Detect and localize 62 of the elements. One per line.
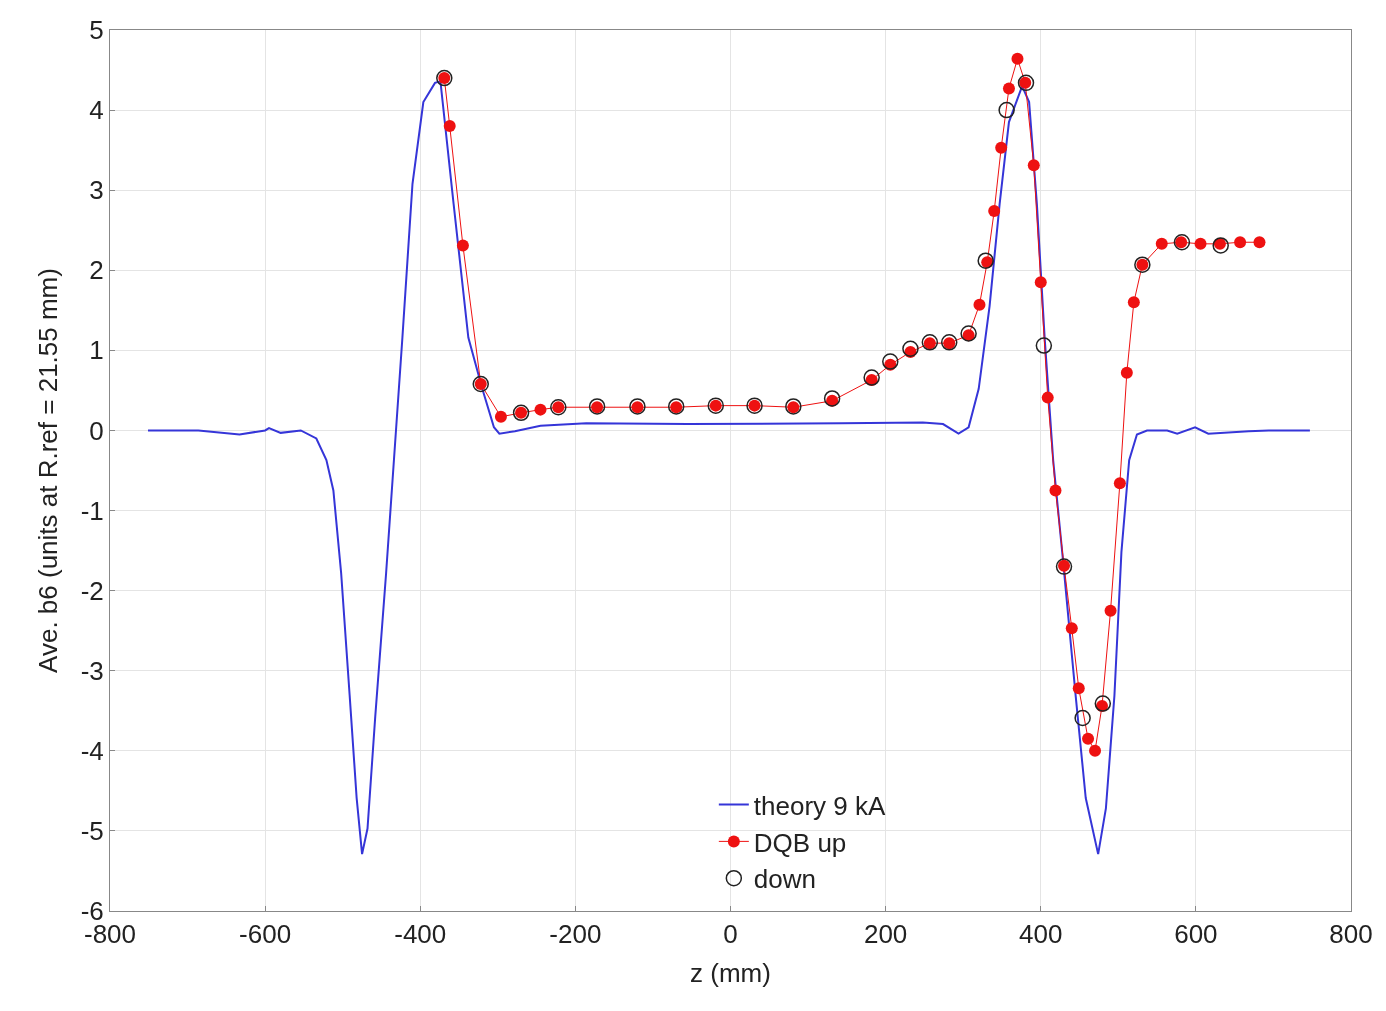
point: [988, 205, 1001, 217]
x-tick-label: 600: [1174, 919, 1218, 950]
point: [960, 325, 977, 342]
point: [1065, 622, 1078, 635]
point: [1094, 695, 1112, 712]
y-tick-label: -5: [80, 816, 104, 847]
x-tick-label: 800: [1329, 919, 1373, 950]
point: [1127, 296, 1140, 309]
point: [1113, 477, 1126, 490]
point: [1194, 237, 1207, 250]
point: [902, 340, 919, 357]
point: [1253, 236, 1266, 249]
point: [1089, 744, 1102, 757]
x-tick-label: -600: [239, 919, 292, 950]
x-tick-label: -800: [83, 919, 137, 950]
x-tick-label: 200: [863, 919, 908, 950]
y-tick-label: 4: [89, 95, 104, 126]
point: [995, 141, 1008, 154]
point: [863, 369, 880, 386]
point: [1035, 337, 1053, 354]
point: [443, 120, 456, 133]
point: [1104, 604, 1117, 617]
point: [1049, 484, 1062, 497]
x-tick-label: 0: [723, 919, 738, 950]
point: [1011, 52, 1024, 65]
point: [882, 353, 899, 370]
y-tick-label: 3: [89, 175, 104, 206]
point: [1234, 236, 1247, 249]
point: [1041, 391, 1054, 404]
y-tick-label: -2: [80, 575, 104, 606]
legend-label: down: [753, 864, 816, 895]
point: [998, 101, 1015, 119]
point: [494, 410, 507, 423]
point: [1212, 237, 1229, 254]
y-axis-title: Ave. b6 (units at R.ref = 21.55 mm): [33, 268, 64, 673]
y-tick-label: 2: [89, 255, 104, 286]
point: [1155, 237, 1168, 250]
point: [973, 298, 986, 311]
y-tick-label: 0: [89, 415, 104, 446]
point: [1082, 732, 1095, 745]
point: [1002, 82, 1015, 95]
y-tick-label: 5: [89, 15, 104, 46]
point: [1034, 276, 1047, 289]
point: [1120, 366, 1133, 379]
y-tick-label: 1: [89, 335, 104, 366]
point: [534, 403, 547, 416]
x-tick-label: 400: [1019, 919, 1063, 950]
point: [1027, 159, 1040, 172]
y-tick-label: -3: [80, 655, 104, 686]
legend-label: theory 9 kA: [753, 790, 886, 821]
y-tick-label: -4: [80, 735, 104, 766]
point: [456, 239, 469, 252]
point: [977, 252, 994, 269]
x-axis-title: z (mm): [690, 957, 771, 988]
legend-label: DQB up: [753, 827, 847, 858]
y-tick-label: -1: [80, 495, 104, 526]
point: [1072, 682, 1085, 695]
point: [1074, 709, 1091, 727]
x-tick-label: -200: [549, 919, 602, 950]
point: [823, 390, 841, 407]
x-tick-label: -400: [394, 919, 447, 950]
point: [1213, 237, 1226, 250]
